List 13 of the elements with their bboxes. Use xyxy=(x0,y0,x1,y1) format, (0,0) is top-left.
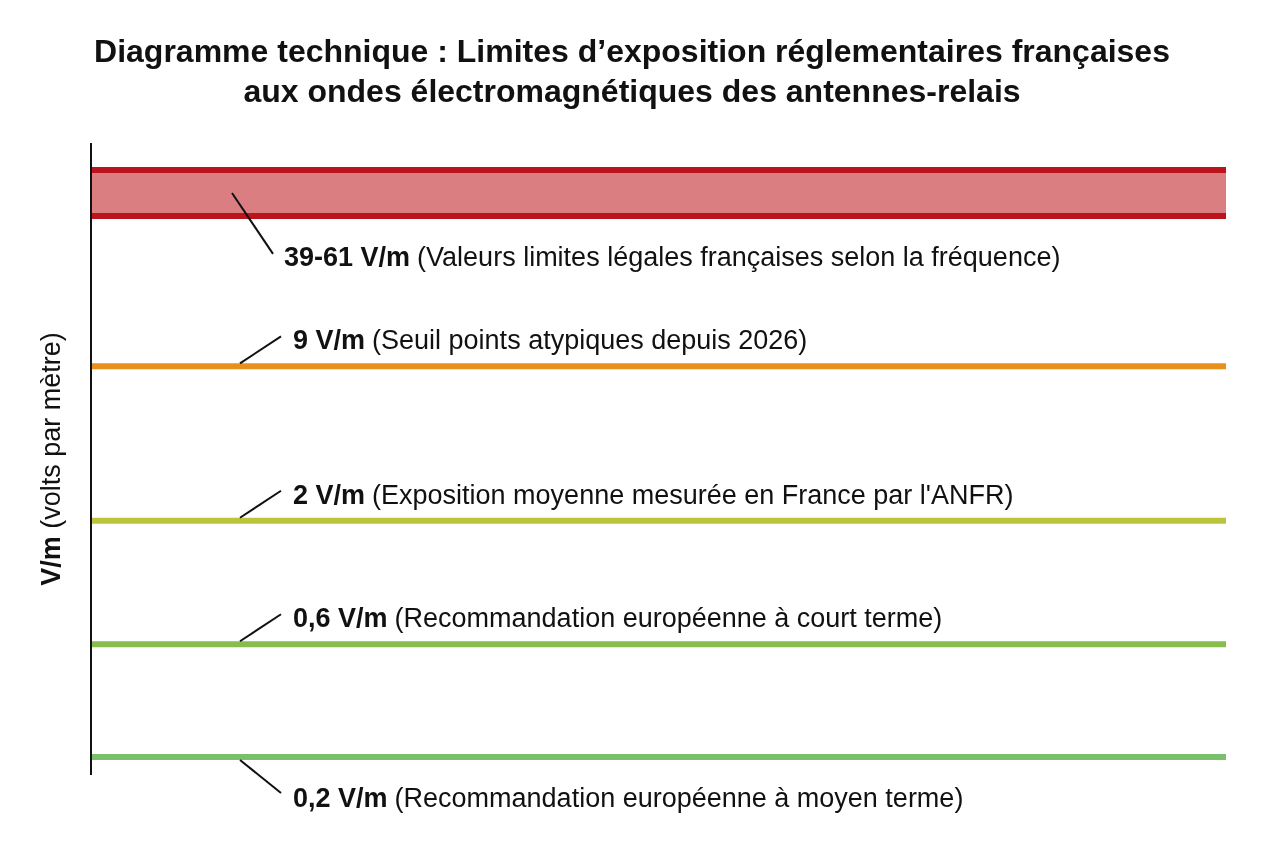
text: V/m (volts par mètre) xyxy=(36,332,66,586)
text: Diagramme technique : Limites d’exposition réglementaires françaises aux ondes électromagnétiques des antennes-relais xyxy=(94,33,1170,109)
category-label: (Exposition moyenne mesurée en France par l'ANFR) xyxy=(372,479,1014,510)
category-label: (Recommandation européenne à moyen terme) xyxy=(394,783,964,813)
data-label: 2 V/m xyxy=(293,479,366,510)
category-label: (Seuil points atypiques depuis 2026) xyxy=(372,325,808,356)
category-label: (Valeurs limites légales françaises selon la fréquence) xyxy=(417,241,1061,272)
category-label: (Recommandation européenne à court terme) xyxy=(394,603,943,634)
data-label: 0,6 V/m xyxy=(293,603,388,634)
data-label: 9 V/m xyxy=(293,325,366,356)
data-label: 61 V/m xyxy=(323,241,411,272)
data-label: 39- xyxy=(284,241,324,272)
data-label: 0,2 V/m xyxy=(293,783,388,813)
